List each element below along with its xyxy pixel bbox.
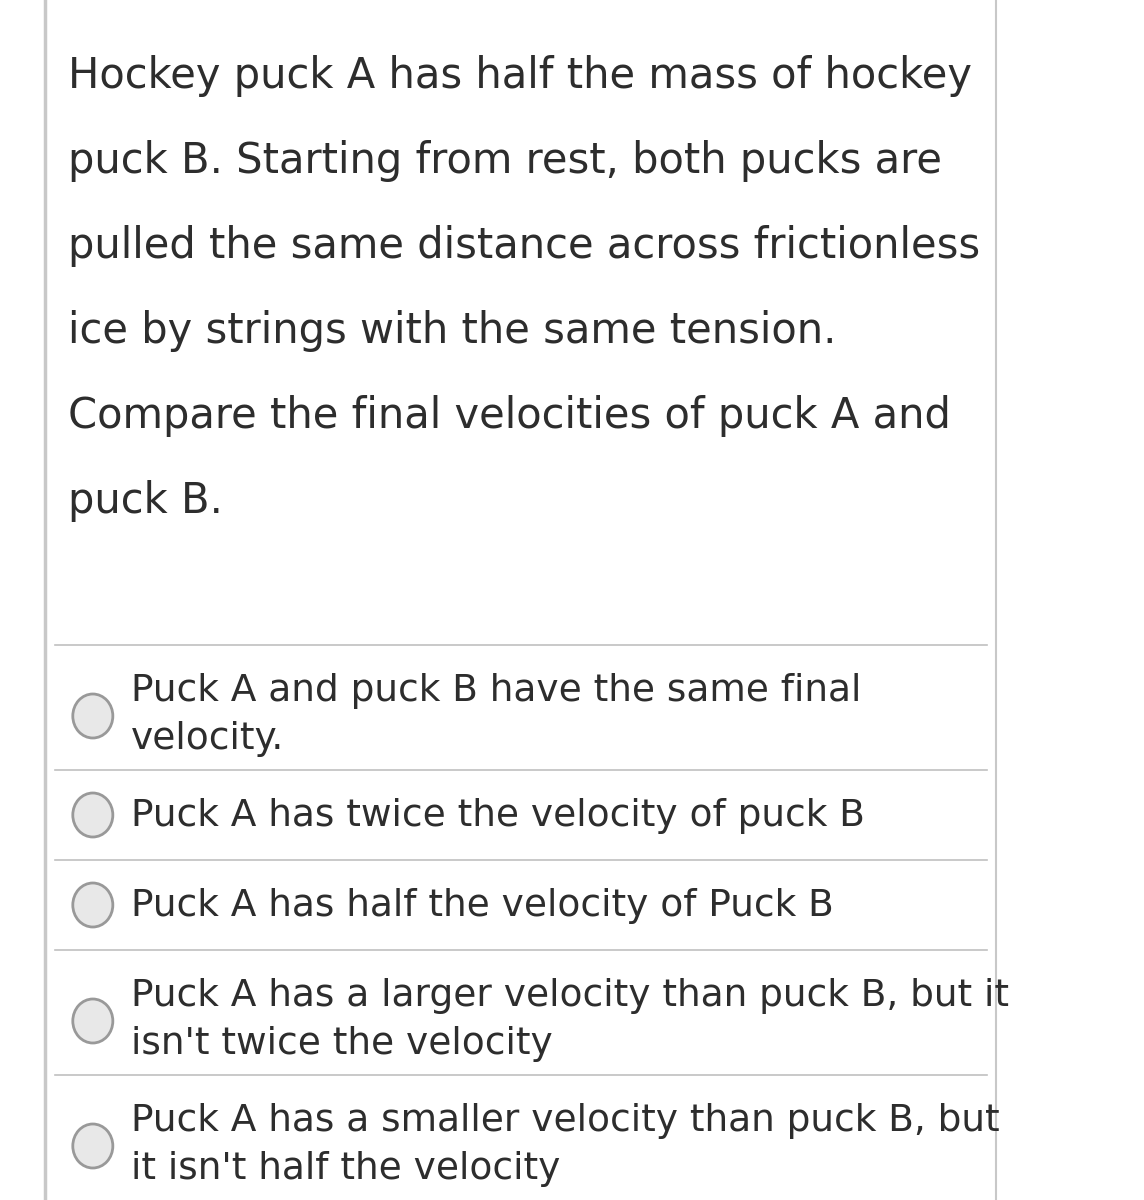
Text: puck B. Starting from rest, both pucks are: puck B. Starting from rest, both pucks a… <box>69 140 943 182</box>
Text: Puck A has a smaller velocity than puck B, but: Puck A has a smaller velocity than puck … <box>132 1103 1000 1139</box>
Text: Puck A has a larger velocity than puck B, but it: Puck A has a larger velocity than puck B… <box>132 978 1009 1014</box>
Text: Puck A and puck B have the same final: Puck A and puck B have the same final <box>132 673 861 709</box>
Text: Hockey puck A has half the mass of hockey: Hockey puck A has half the mass of hocke… <box>69 55 972 97</box>
Circle shape <box>73 883 113 926</box>
Text: ice by strings with the same tension.: ice by strings with the same tension. <box>69 310 836 352</box>
Circle shape <box>73 998 113 1043</box>
Circle shape <box>73 793 113 838</box>
Text: velocity.: velocity. <box>132 721 285 757</box>
Text: it isn't half the velocity: it isn't half the velocity <box>132 1151 561 1187</box>
Text: Compare the final velocities of puck A and: Compare the final velocities of puck A a… <box>69 395 951 437</box>
Text: Puck A has twice the velocity of puck B: Puck A has twice the velocity of puck B <box>132 798 865 834</box>
Text: pulled the same distance across frictionless: pulled the same distance across friction… <box>69 226 980 266</box>
Text: Puck A has half the velocity of Puck B: Puck A has half the velocity of Puck B <box>132 888 834 924</box>
Text: puck B.: puck B. <box>69 480 223 522</box>
Circle shape <box>73 694 113 738</box>
Text: isn't twice the velocity: isn't twice the velocity <box>132 1026 553 1062</box>
Circle shape <box>73 1124 113 1168</box>
